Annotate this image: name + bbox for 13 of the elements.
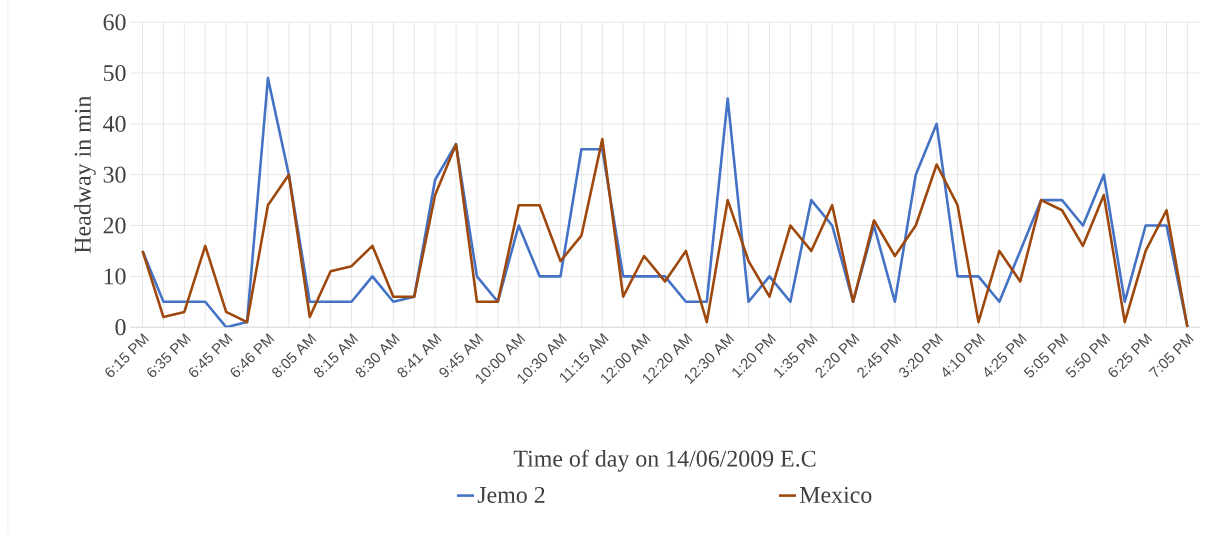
y-tick-label: 10 — [104, 268, 126, 285]
x-axis-title: Time of day on 14/06/2009 E.C — [513, 449, 816, 472]
y-axis-title: Headway in min — [73, 95, 96, 253]
x-tick-label: 4:10 PM — [942, 332, 985, 377]
legend-label: Jemo 2 — [477, 486, 545, 503]
y-tick-label: 0 — [115, 318, 126, 336]
y-tick-label: 50 — [103, 64, 126, 81]
y-tick-label: 20 — [103, 217, 126, 234]
line-series — [141, 137, 1189, 328]
y-tick-label: 60 — [103, 13, 126, 31]
y-tick-label: 40 — [103, 115, 126, 132]
y-tick-label: 30 — [103, 166, 126, 183]
legend-label: Mexico — [799, 486, 872, 503]
